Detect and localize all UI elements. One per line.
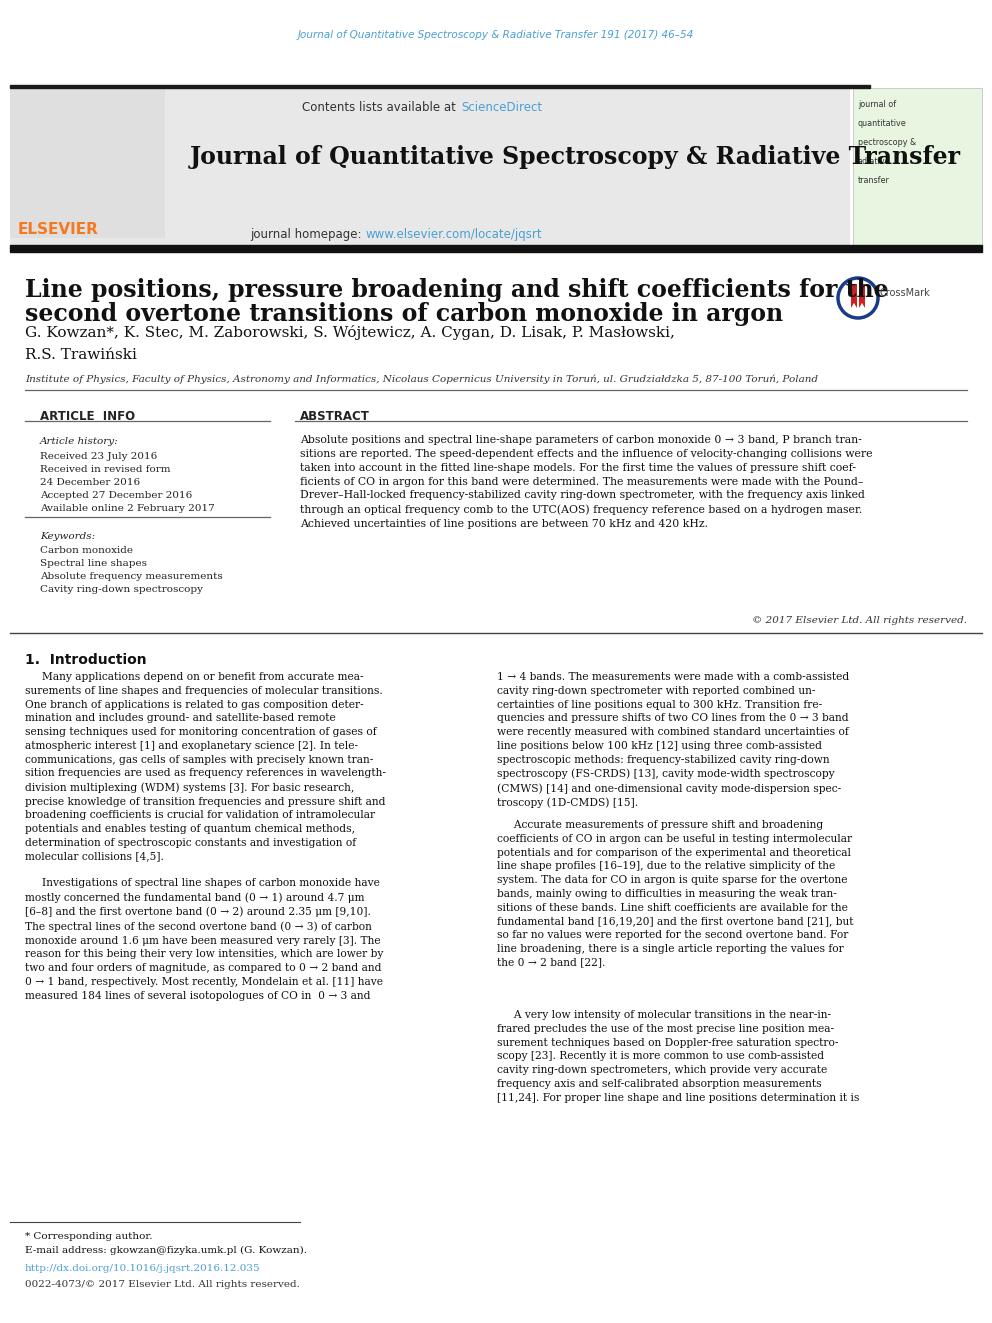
Text: ScienceDirect: ScienceDirect bbox=[461, 101, 542, 114]
Bar bbox=[10, 245, 982, 251]
Text: www.elsevier.com/locate/jqsrt: www.elsevier.com/locate/jqsrt bbox=[366, 228, 543, 241]
Text: 24 December 2016: 24 December 2016 bbox=[40, 478, 140, 487]
Text: adiative: adiative bbox=[858, 157, 891, 165]
Text: 0022-4073/© 2017 Elsevier Ltd. All rights reserved.: 0022-4073/© 2017 Elsevier Ltd. All right… bbox=[25, 1279, 300, 1289]
Text: Absolute frequency measurements: Absolute frequency measurements bbox=[40, 572, 223, 581]
Text: http://dx.doi.org/10.1016/j.jqsrt.2016.12.035: http://dx.doi.org/10.1016/j.jqsrt.2016.1… bbox=[25, 1263, 261, 1273]
Polygon shape bbox=[859, 284, 865, 308]
Text: Contents lists available at: Contents lists available at bbox=[303, 101, 460, 114]
Text: Keywords:: Keywords: bbox=[40, 532, 95, 541]
Text: Investigations of spectral line shapes of carbon monoxide have
mostly concerned : Investigations of spectral line shapes o… bbox=[25, 878, 383, 1000]
Text: second overtone transitions of carbon monoxide in argon: second overtone transitions of carbon mo… bbox=[25, 302, 783, 325]
Text: R.S. Trawiński: R.S. Trawiński bbox=[25, 348, 137, 363]
Text: Accepted 27 December 2016: Accepted 27 December 2016 bbox=[40, 491, 192, 500]
Text: * Corresponding author.: * Corresponding author. bbox=[25, 1232, 153, 1241]
Text: Accurate measurements of pressure shift and broadening
coefficients of CO in arg: Accurate measurements of pressure shift … bbox=[497, 820, 853, 967]
Text: Cavity ring-down spectroscopy: Cavity ring-down spectroscopy bbox=[40, 585, 203, 594]
Text: Absolute positions and spectral line-shape parameters of carbon monoxide 0 → 3 b: Absolute positions and spectral line-sha… bbox=[300, 435, 873, 529]
Text: A very low intensity of molecular transitions in the near-in-
frared precludes t: A very low intensity of molecular transi… bbox=[497, 1009, 859, 1102]
Polygon shape bbox=[851, 284, 857, 308]
Text: Received 23 July 2016: Received 23 July 2016 bbox=[40, 452, 158, 460]
Text: journal of: journal of bbox=[858, 101, 896, 108]
Text: ABSTRACT: ABSTRACT bbox=[300, 410, 370, 423]
Text: Received in revised form: Received in revised form bbox=[40, 464, 171, 474]
Text: Article history:: Article history: bbox=[40, 437, 119, 446]
Text: © 2017 Elsevier Ltd. All rights reserved.: © 2017 Elsevier Ltd. All rights reserved… bbox=[752, 617, 967, 624]
Text: E-mail address: gkowzan@fizyka.umk.pl (G. Kowzan).: E-mail address: gkowzan@fizyka.umk.pl (G… bbox=[25, 1246, 307, 1256]
Text: CrossMark: CrossMark bbox=[880, 288, 930, 298]
Text: 1.  Introduction: 1. Introduction bbox=[25, 654, 147, 667]
Text: Journal of Quantitative Spectroscopy & Radiative Transfer 191 (2017) 46–54: Journal of Quantitative Spectroscopy & R… bbox=[298, 30, 694, 40]
Text: pectroscopy &: pectroscopy & bbox=[858, 138, 917, 147]
Text: Carbon monoxide: Carbon monoxide bbox=[40, 546, 133, 556]
Text: Available online 2 February 2017: Available online 2 February 2017 bbox=[40, 504, 214, 513]
Text: Institute of Physics, Faculty of Physics, Astronomy and Informatics, Nicolaus Co: Institute of Physics, Faculty of Physics… bbox=[25, 374, 818, 384]
Text: journal homepage:: journal homepage: bbox=[250, 228, 365, 241]
Text: quantitative: quantitative bbox=[858, 119, 907, 128]
Bar bbox=[853, 89, 982, 245]
Circle shape bbox=[838, 278, 878, 318]
Text: transfer: transfer bbox=[858, 176, 890, 185]
Text: ARTICLE  INFO: ARTICLE INFO bbox=[40, 410, 135, 423]
Bar bbox=[10, 89, 850, 245]
Text: Many applications depend on or benefit from accurate mea-
surements of line shap: Many applications depend on or benefit f… bbox=[25, 672, 386, 861]
Text: 1 → 4 bands. The measurements were made with a comb-assisted
cavity ring-down sp: 1 → 4 bands. The measurements were made … bbox=[497, 672, 849, 808]
Text: Line positions, pressure broadening and shift coefficients for the: Line positions, pressure broadening and … bbox=[25, 278, 889, 302]
Text: Journal of Quantitative Spectroscopy & Radiative Transfer: Journal of Quantitative Spectroscopy & R… bbox=[190, 146, 961, 169]
Text: Spectral line shapes: Spectral line shapes bbox=[40, 560, 147, 568]
Bar bbox=[10, 85, 870, 89]
Text: G. Kowzan*, K. Stec, M. Zaborowski, S. Wójtewicz, A. Cygan, D. Lisak, P. Masłows: G. Kowzan*, K. Stec, M. Zaborowski, S. W… bbox=[25, 325, 675, 340]
Text: ELSEVIER: ELSEVIER bbox=[18, 222, 99, 237]
Bar bbox=[10, 89, 165, 238]
